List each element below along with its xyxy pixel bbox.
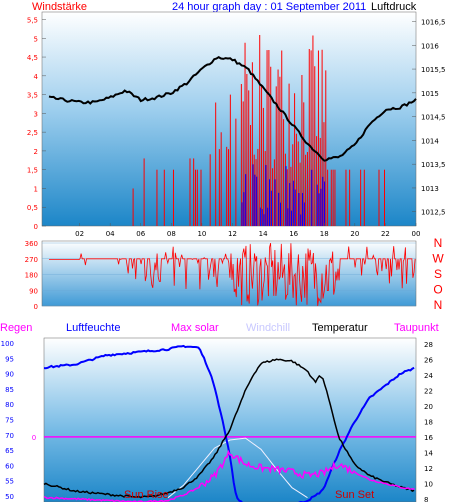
compass-label: N bbox=[434, 236, 443, 250]
pressure-tick-label: 1015 bbox=[421, 90, 439, 98]
wind-tick-label: 2 bbox=[34, 148, 38, 156]
temperature-tick-label: 22 bbox=[424, 387, 433, 395]
humidity-tick-label: 90 bbox=[5, 371, 14, 379]
pressure-tick-label: 1016,5 bbox=[421, 19, 446, 27]
pressure-tick-label: 1014 bbox=[421, 137, 439, 145]
temperature-tick-label: 16 bbox=[424, 434, 433, 442]
temperature-tick-label: 24 bbox=[424, 372, 433, 380]
pressure-tick-label: 1013 bbox=[421, 185, 439, 193]
legend-windchill: Windchill bbox=[246, 322, 290, 334]
pressure-tick-label: 1014,5 bbox=[421, 114, 446, 122]
pressure-tick-label: 1012,5 bbox=[421, 209, 446, 217]
time-tick-label: 18 bbox=[320, 230, 329, 238]
legend-temperature: Temperatur bbox=[312, 322, 368, 334]
humidity-tick-label: 50 bbox=[5, 493, 14, 501]
max-solar-line bbox=[167, 437, 308, 499]
time-tick-label: 02 bbox=[75, 230, 84, 238]
legend-humidity: Luftfeuchte bbox=[66, 322, 120, 334]
wind-tick-label: 0 bbox=[34, 223, 38, 231]
humidity-tick-label: 60 bbox=[5, 462, 14, 470]
humidity-tick-label: 95 bbox=[5, 355, 14, 363]
wind-tick-label: 2,5 bbox=[27, 129, 38, 137]
temperature-tick-label: 14 bbox=[424, 449, 433, 457]
temperature-tick-label: 26 bbox=[424, 356, 433, 364]
temperature-tick-label: 12 bbox=[424, 465, 433, 473]
temperature-tick-label: 20 bbox=[424, 403, 433, 411]
time-tick-label: 12 bbox=[228, 230, 237, 238]
legend-dewpoint: Taupunkt bbox=[394, 322, 439, 334]
humidity-tick-label: 85 bbox=[5, 386, 14, 394]
pressure-axis-title: Luftdruck bbox=[371, 1, 417, 13]
time-tick-label: 22 bbox=[381, 230, 390, 238]
rain-zero-label: 0 bbox=[32, 434, 36, 442]
pressure-line bbox=[48, 56, 417, 162]
humidity-tick-label: 80 bbox=[5, 401, 14, 409]
time-tick-label: 16 bbox=[289, 230, 298, 238]
sunrise-label: Sun Rise bbox=[124, 489, 169, 501]
chart-title: 24 hour graph day : 01 September 2011 bbox=[172, 1, 366, 13]
wind-tick-label: 1 bbox=[34, 185, 38, 193]
direction-tick-label: 0 bbox=[34, 303, 38, 311]
time-tick-label: 04 bbox=[106, 230, 115, 238]
sunset-label: Sun Set bbox=[335, 489, 374, 501]
temperature-tick-label: 10 bbox=[424, 480, 433, 488]
wind-tick-label: 3,5 bbox=[27, 92, 38, 100]
legend-max-solar: Max solar bbox=[171, 322, 219, 334]
direction-tick-label: 90 bbox=[29, 287, 38, 295]
direction-tick-label: 180 bbox=[25, 272, 38, 280]
humidity-tick-label: 65 bbox=[5, 447, 14, 455]
humidity-tick-label: 100 bbox=[1, 340, 14, 348]
temperature-tick-label: 8 bbox=[424, 496, 428, 502]
legend-rain: Regen bbox=[0, 322, 32, 334]
time-tick-label: 10 bbox=[197, 230, 206, 238]
wind-tick-label: 1,5 bbox=[27, 167, 38, 175]
wind-axis-title: Windstärke bbox=[32, 1, 87, 13]
wind-tick-label: 5 bbox=[34, 35, 38, 43]
temperature-tick-label: 28 bbox=[424, 341, 433, 349]
wind-tick-label: 4,5 bbox=[27, 54, 38, 62]
direction-tick-label: 360 bbox=[25, 240, 38, 248]
humidity-tick-label: 55 bbox=[5, 478, 14, 486]
humidity-tick-label: 75 bbox=[5, 416, 14, 424]
compass-label: O bbox=[433, 283, 442, 297]
wind-tick-label: 0,5 bbox=[27, 204, 38, 212]
wind-direction-line bbox=[49, 243, 416, 306]
humidity-tick-label: 70 bbox=[5, 432, 14, 440]
time-tick-label: 00 bbox=[412, 230, 421, 238]
compass-label: S bbox=[434, 267, 442, 281]
wind-tick-label: 3 bbox=[34, 110, 38, 118]
temperature-tick-label: 18 bbox=[424, 418, 433, 426]
wind-tick-label: 5,5 bbox=[27, 17, 38, 25]
direction-tick-label: 270 bbox=[25, 256, 38, 264]
pressure-tick-label: 1016 bbox=[421, 42, 439, 50]
wind-tick-label: 4 bbox=[34, 73, 39, 81]
dewpoint-line bbox=[43, 449, 415, 502]
pressure-tick-label: 1015,5 bbox=[421, 66, 446, 74]
time-tick-label: 06 bbox=[136, 230, 145, 238]
compass-label: W bbox=[432, 252, 444, 266]
pressure-tick-label: 1013,5 bbox=[421, 161, 446, 169]
time-tick-label: 08 bbox=[167, 230, 176, 238]
time-tick-label: 14 bbox=[259, 230, 268, 238]
humidity-temperature-plot bbox=[43, 337, 417, 502]
temperature-line bbox=[43, 358, 415, 499]
time-tick-label: 20 bbox=[350, 230, 359, 238]
wind-direction-plot bbox=[41, 240, 417, 307]
compass-label: N bbox=[434, 298, 443, 312]
